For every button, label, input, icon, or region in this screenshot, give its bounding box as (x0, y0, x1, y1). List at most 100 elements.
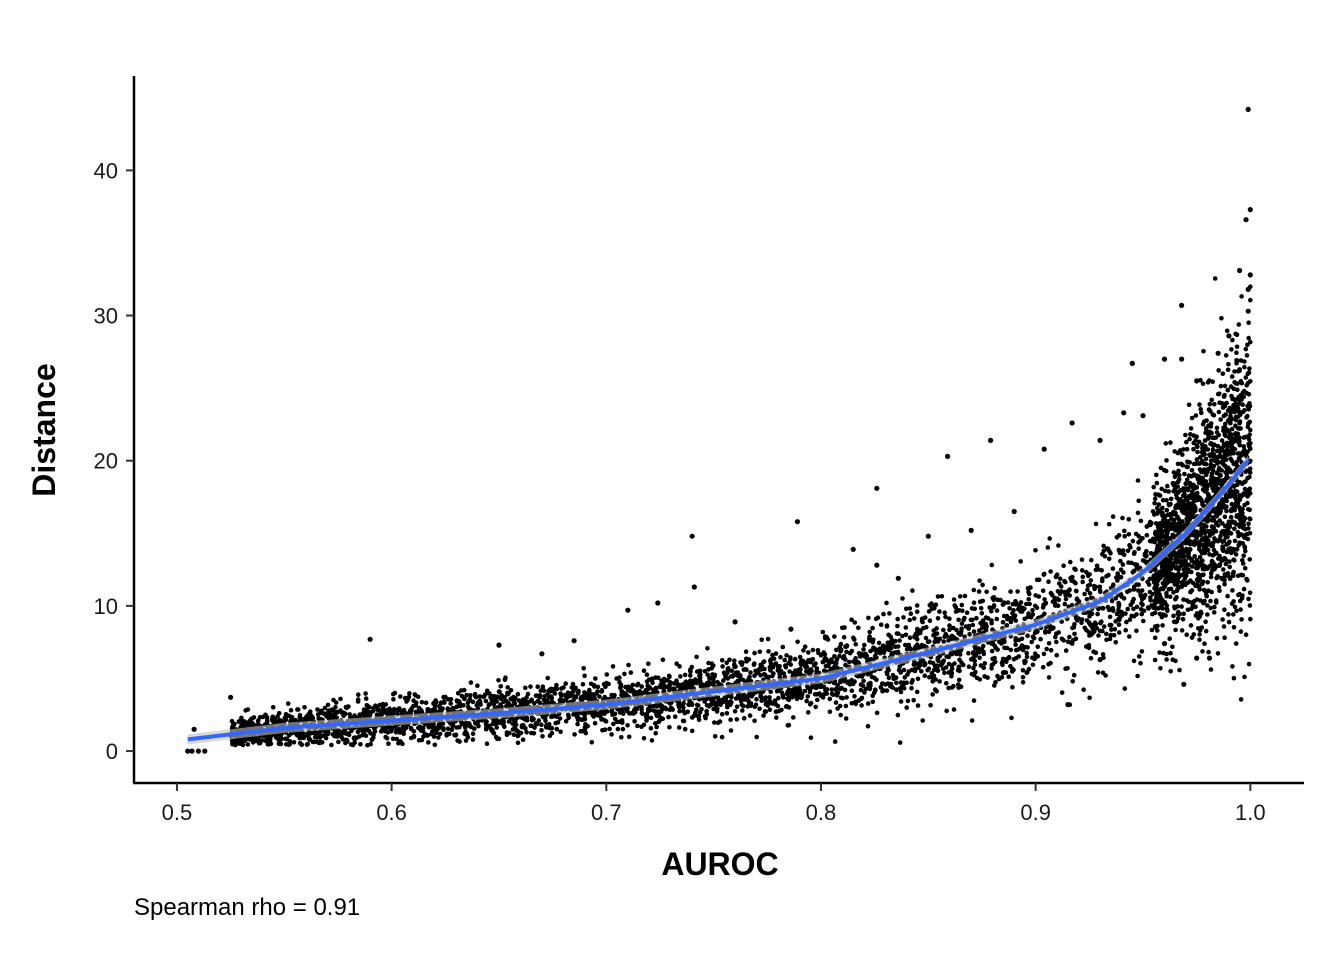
data-point (935, 616, 941, 621)
data-point (1197, 402, 1202, 407)
data-point (1160, 505, 1165, 511)
data-point (237, 718, 243, 724)
data-point (1201, 349, 1206, 354)
data-point (951, 597, 957, 602)
data-point (497, 689, 502, 694)
data-point (1173, 557, 1179, 562)
data-point (911, 697, 916, 703)
data-point (681, 705, 686, 710)
data-point (1159, 510, 1165, 516)
data-point (1167, 594, 1173, 600)
data-point (1184, 477, 1190, 483)
data-point (1184, 516, 1189, 521)
data-point (1148, 598, 1153, 603)
data-point (1115, 571, 1120, 576)
data-point (763, 701, 769, 707)
data-point (817, 691, 822, 696)
data-point (1194, 611, 1200, 616)
data-point (874, 647, 879, 652)
data-point (504, 732, 510, 737)
data-point (1073, 636, 1079, 641)
data-point (1239, 617, 1244, 622)
data-point (752, 718, 757, 724)
data-point (1088, 595, 1094, 601)
data-point (914, 603, 920, 608)
data-point (1230, 664, 1235, 669)
data-point (419, 699, 425, 705)
data-point (1171, 489, 1176, 494)
data-point (1097, 584, 1103, 590)
data-point (506, 719, 512, 724)
data-point (1122, 686, 1128, 691)
data-point (1225, 528, 1231, 533)
data-point (759, 667, 764, 672)
data-point (902, 675, 908, 680)
data-point (397, 730, 403, 735)
data-point (309, 713, 314, 718)
data-point (757, 649, 763, 655)
data-point (486, 702, 492, 708)
data-point (754, 734, 759, 740)
data-point (1226, 362, 1231, 367)
data-point (326, 729, 331, 735)
data-point (1034, 605, 1040, 610)
data-point (537, 693, 543, 698)
data-point (922, 662, 928, 667)
data-point (1227, 436, 1233, 441)
data-point (925, 639, 931, 645)
data-point (706, 704, 712, 709)
data-point (1022, 659, 1027, 664)
data-point (977, 655, 982, 660)
data-point (1188, 426, 1194, 431)
data-point (346, 704, 351, 709)
data-point (966, 650, 971, 656)
data-point (1152, 598, 1157, 604)
data-point (980, 618, 986, 623)
data-point (898, 699, 904, 704)
data-point (463, 729, 468, 735)
data-point (1001, 601, 1007, 606)
data-point (1153, 521, 1159, 526)
data-point (1088, 578, 1094, 583)
data-point (908, 646, 914, 652)
data-point (1116, 622, 1122, 627)
data-point (849, 701, 855, 706)
data-point (1235, 358, 1240, 364)
data-point (1224, 549, 1230, 555)
data-point (1053, 631, 1059, 636)
data-point (614, 719, 620, 725)
data-point (920, 619, 925, 625)
data-point (942, 610, 947, 615)
data-point (1237, 598, 1243, 604)
data-point (1223, 557, 1228, 562)
data-point (544, 698, 550, 703)
data-point (697, 710, 703, 715)
data-point (1155, 511, 1160, 516)
data-point (733, 696, 739, 701)
data-point (1164, 607, 1170, 613)
data-point (934, 631, 940, 636)
data-point (401, 728, 407, 733)
data-point (1217, 588, 1222, 593)
data-point (618, 684, 623, 689)
data-point (775, 703, 781, 709)
data-point (1226, 612, 1231, 617)
data-point (1222, 392, 1227, 398)
data-point (833, 700, 839, 705)
data-point (270, 714, 276, 720)
data-point (1241, 553, 1246, 558)
data-point (484, 719, 489, 725)
data-point (1101, 543, 1106, 549)
data-point (1177, 558, 1183, 563)
data-point (794, 696, 800, 702)
data-point (1164, 657, 1169, 662)
data-point (1124, 619, 1129, 625)
data-point (982, 674, 987, 679)
data-point (659, 685, 665, 690)
data-point (1000, 656, 1006, 662)
data-point (1136, 582, 1141, 587)
data-point (1225, 442, 1231, 447)
data-point (666, 714, 671, 720)
data-point (1168, 669, 1173, 674)
data-point (500, 717, 505, 722)
